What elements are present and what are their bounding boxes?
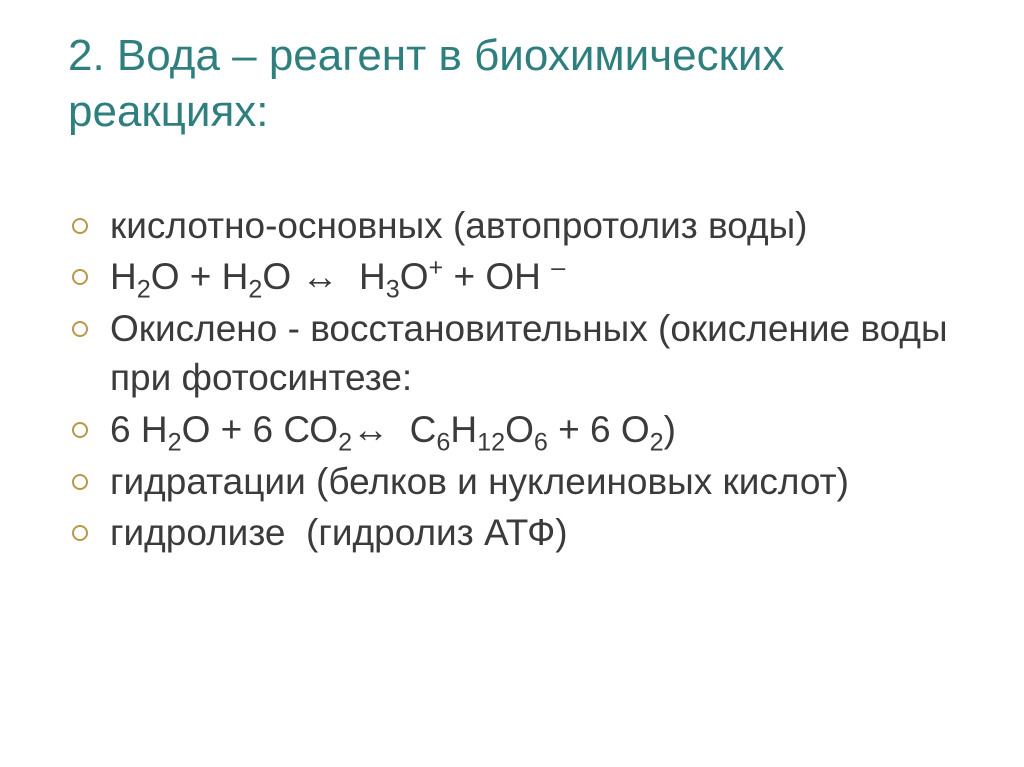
bullet-icon bbox=[72, 269, 88, 285]
list-item: кислотно-основных (автопротолиз воды) bbox=[72, 201, 986, 251]
bullet-icon bbox=[72, 218, 88, 234]
list-item: 6 Н2О + 6 СО2↔ С6Н12О6 + 6 О2) bbox=[72, 405, 986, 455]
list-item: Н2О + Н2О ↔ Н3О+ + ОН – bbox=[72, 252, 986, 302]
slide: 2. Вода – реагент в биохимических реакци… bbox=[0, 0, 1024, 767]
bullet-icon bbox=[72, 321, 88, 337]
item-text: Н2О + Н2О ↔ Н3О+ + ОН – bbox=[110, 252, 986, 302]
list-item: гидратации (белков и нуклеиновых кислот) bbox=[72, 457, 986, 507]
item-text: Окислено - восстановительных (окисление … bbox=[110, 304, 986, 403]
list-item: гидролизе (гидролиз АТФ) bbox=[72, 508, 986, 558]
bullet-icon bbox=[72, 422, 88, 438]
list-item: Окислено - восстановительных (окисление … bbox=[72, 304, 986, 403]
item-text: гидратации (белков и нуклеиновых кислот) bbox=[110, 457, 986, 507]
bullet-icon bbox=[72, 525, 88, 541]
item-text: гидролизе (гидролиз АТФ) bbox=[110, 508, 986, 558]
bullet-icon bbox=[72, 474, 88, 490]
item-text: 6 Н2О + 6 СО2↔ С6Н12О6 + 6 О2) bbox=[110, 405, 986, 455]
item-text: кислотно-основных (автопротолиз воды) bbox=[110, 201, 986, 251]
slide-title: 2. Вода – реагент в биохимических реакци… bbox=[68, 28, 986, 141]
content-area: кислотно-основных (автопротолиз воды) Н2… bbox=[68, 201, 986, 558]
